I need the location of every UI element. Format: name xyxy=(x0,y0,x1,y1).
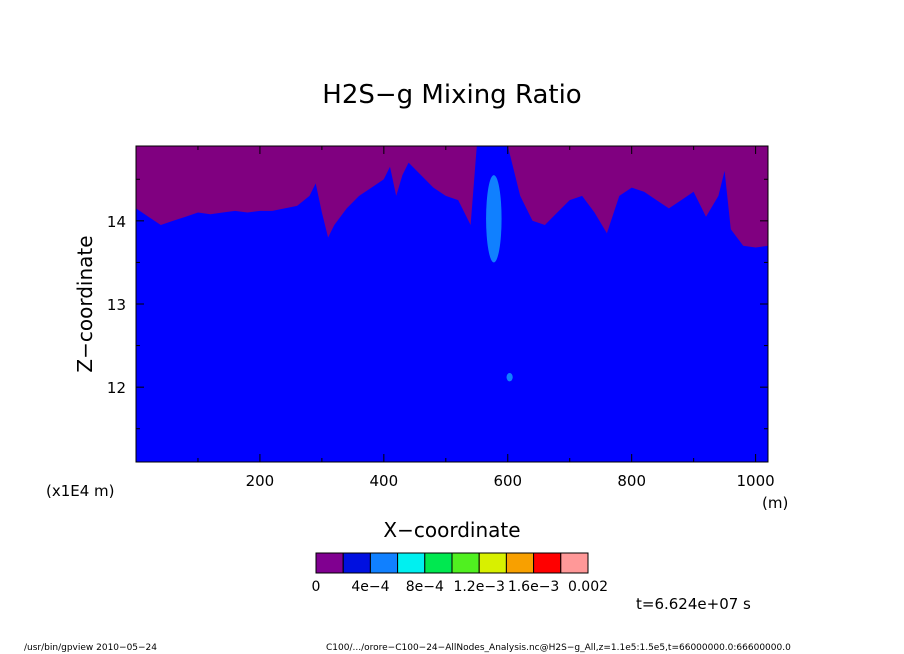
x-axis-unit: (m) xyxy=(762,494,788,512)
colorbar-swatch xyxy=(478,552,507,574)
x-tick-label: 600 xyxy=(493,472,522,490)
colorbar-label: 8e−4 xyxy=(406,579,444,595)
y-axis-ticks: 12 13 14 xyxy=(107,178,768,430)
colorbar-swatch xyxy=(424,552,453,574)
colorbar-swatch xyxy=(315,552,344,574)
x-axis-label: X−coordinate xyxy=(383,518,520,542)
x-axis-ticks: 200 400 600 800 1000 xyxy=(197,146,775,490)
colorbar-swatch xyxy=(397,552,426,574)
colorbar-swatch xyxy=(533,552,562,574)
colorbar-swatch xyxy=(369,552,399,574)
contour-spot-0 xyxy=(486,175,502,263)
y-tick-label: 14 xyxy=(107,213,126,231)
colorbar-label: 4e−4 xyxy=(351,579,389,595)
colorbar-label: 1.6e−3 xyxy=(508,579,560,595)
plot-area: 200 400 600 800 1000 12 13 14 xyxy=(107,145,775,490)
x-tick-label: 1000 xyxy=(737,472,775,490)
footer-left: /usr/bin/gpview 2010−05−24 xyxy=(24,643,157,653)
colorbar-labels: 0 4e−4 8e−4 1.2e−3 1.6e−3 0.002 xyxy=(312,579,609,595)
chart-title: H2S−g Mixing Ratio xyxy=(322,80,581,110)
x-tick-label: 800 xyxy=(617,472,646,490)
time-label: t=6.624e+07 s xyxy=(636,595,751,613)
colorbar-label: 1.2e−3 xyxy=(453,579,505,595)
y-tick-label: 12 xyxy=(107,379,126,397)
footer-right: C100/.../orore−C100−24−AllNodes_Analysis… xyxy=(326,643,791,653)
contour-spots xyxy=(486,175,513,382)
x-tick-label: 200 xyxy=(246,472,275,490)
x-tick-label: 400 xyxy=(370,472,399,490)
colorbar-swatch xyxy=(342,552,371,574)
field-0-to-2e-4 xyxy=(136,146,768,248)
colorbar xyxy=(315,552,589,574)
colorbar-label: 0 xyxy=(312,579,321,595)
colorbar-swatch xyxy=(505,552,535,574)
colorbar-label: 0.002 xyxy=(568,579,608,595)
colorbar-swatch xyxy=(560,552,589,574)
colorbar-swatch xyxy=(451,552,480,574)
y-axis-unit: (x1E4 m) xyxy=(46,482,115,500)
contour-spot-1 xyxy=(506,373,513,382)
y-axis-label: Z−coordinate xyxy=(73,235,97,372)
y-tick-label: 13 xyxy=(107,296,126,314)
